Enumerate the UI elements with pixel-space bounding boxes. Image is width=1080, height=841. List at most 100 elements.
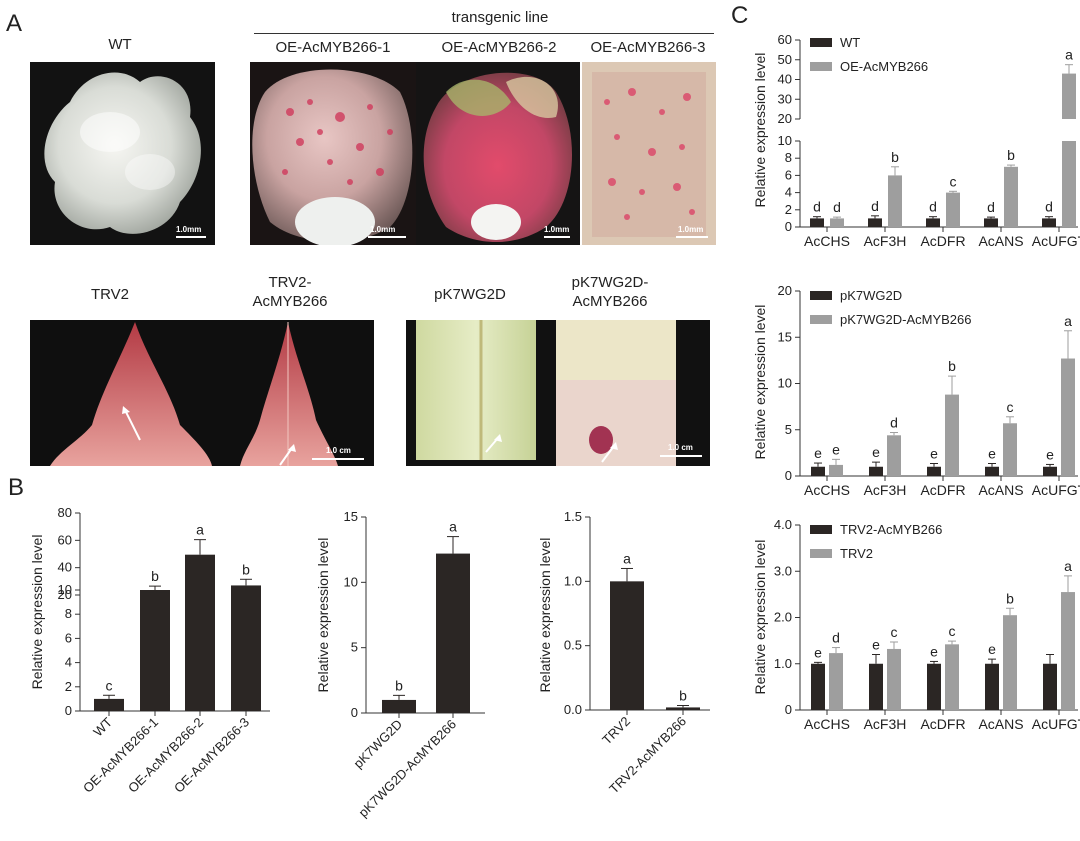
bar bbox=[985, 466, 999, 476]
significance-letter: a bbox=[1064, 558, 1072, 574]
bar bbox=[869, 466, 883, 476]
y-tick-label: 80 bbox=[58, 505, 72, 520]
scale-text: 1.0 cm bbox=[668, 443, 693, 452]
trv2-label: TRV2 bbox=[90, 286, 130, 303]
pk7wg2d-leaf-photo: 1.0 cm bbox=[406, 320, 710, 466]
trv2-acmyb266-label: TRV2- AcMYB266 bbox=[252, 274, 328, 310]
bar bbox=[1004, 166, 1018, 227]
y-tick-label: 10 bbox=[58, 582, 72, 597]
significance-letter: a bbox=[1064, 313, 1072, 329]
significance-letter: d bbox=[890, 415, 898, 431]
significance-letter: b bbox=[891, 149, 899, 165]
scale-text: 1.0mm bbox=[544, 225, 570, 234]
bar bbox=[888, 175, 902, 227]
significance-letter: b bbox=[395, 677, 403, 693]
y-axis-label: Relative expression level bbox=[752, 305, 768, 460]
scale-bar bbox=[312, 458, 364, 460]
y-tick-label: 6 bbox=[65, 630, 72, 645]
bar bbox=[1043, 466, 1057, 476]
significance-letter: d bbox=[1045, 199, 1053, 215]
significance-letter: a bbox=[623, 550, 631, 566]
bar bbox=[811, 663, 825, 710]
pk7wg2d-label: pK7WG2D bbox=[434, 286, 506, 303]
legend-label: pK7WG2D-AcMYB266 bbox=[840, 312, 972, 327]
y-tick-label: 8 bbox=[65, 606, 72, 621]
significance-letter: d bbox=[871, 198, 879, 214]
scale-bar bbox=[368, 236, 406, 238]
x-tick-label: WT bbox=[90, 714, 115, 739]
legend-label: pK7WG2D bbox=[840, 288, 902, 303]
y-tick-label: 8 bbox=[785, 150, 792, 165]
x-tick-label: AcDFR bbox=[920, 716, 965, 732]
bar bbox=[926, 218, 940, 227]
legend-swatch bbox=[810, 549, 832, 558]
panel-label-a: A bbox=[6, 10, 23, 37]
scale-text: 1.0 cm bbox=[326, 446, 351, 455]
scale-bar bbox=[676, 236, 708, 238]
significance-letter: e bbox=[988, 446, 996, 462]
y-tick-label: 2 bbox=[785, 202, 792, 217]
bar bbox=[811, 466, 825, 476]
bar bbox=[1042, 218, 1056, 227]
bar bbox=[231, 590, 261, 711]
y-tick-label: 20 bbox=[58, 587, 72, 602]
legend-label: WT bbox=[840, 35, 860, 50]
significance-letter: c bbox=[106, 677, 113, 693]
bar bbox=[1062, 73, 1076, 119]
scale-text: 1.0mm bbox=[176, 225, 202, 234]
significance-letter: d bbox=[832, 630, 840, 646]
significance-letter: e bbox=[832, 441, 840, 457]
bar bbox=[829, 653, 843, 710]
panel-label-c: C bbox=[731, 2, 749, 29]
x-tick-label: pK7WG2D bbox=[351, 717, 406, 772]
y-tick-label: 1.0 bbox=[564, 573, 582, 588]
scale-bar bbox=[544, 236, 570, 238]
scale-text: 1.0mm bbox=[370, 225, 396, 234]
bar bbox=[927, 466, 941, 476]
panel-label-b: B bbox=[8, 474, 25, 501]
significance-letter: e bbox=[930, 446, 938, 462]
y-tick-label: 10 bbox=[778, 376, 792, 391]
oe1-label: OE-AcMYB266-1 bbox=[275, 39, 391, 56]
y-tick-label: 0 bbox=[351, 705, 358, 720]
legend-swatch bbox=[810, 38, 832, 47]
y-axis-label: Relative expression level bbox=[752, 53, 768, 208]
significance-letter: c bbox=[891, 624, 898, 640]
bar bbox=[887, 648, 901, 710]
significance-letter: b bbox=[679, 687, 687, 703]
bar bbox=[945, 394, 959, 476]
y-tick-label: 0 bbox=[785, 219, 792, 234]
y-tick-label: 6 bbox=[785, 167, 792, 182]
bar bbox=[140, 592, 170, 595]
x-tick-label: AcANS bbox=[978, 716, 1023, 732]
y-axis-label: Relative expression level bbox=[315, 538, 331, 693]
significance-letter: c bbox=[949, 623, 956, 639]
significance-letter: e bbox=[814, 644, 822, 660]
transgenic-header: transgenic line bbox=[451, 9, 549, 26]
bar bbox=[1062, 141, 1076, 227]
y-tick-label: 15 bbox=[778, 329, 792, 344]
y-tick-label: 4.0 bbox=[774, 517, 792, 532]
x-tick-label: AcCHS bbox=[804, 233, 850, 249]
bar bbox=[830, 218, 844, 227]
y-tick-label: 2 bbox=[65, 679, 72, 694]
bar bbox=[231, 585, 261, 595]
y-tick-label: 30 bbox=[778, 91, 792, 106]
bar bbox=[927, 663, 941, 710]
y-tick-label: 0.0 bbox=[564, 702, 582, 717]
y-tick-label: 10 bbox=[344, 574, 358, 589]
x-tick-label: AcF3H bbox=[864, 482, 907, 498]
significance-letter: a bbox=[196, 522, 204, 538]
significance-letter: b bbox=[151, 568, 159, 584]
y-tick-label: 20 bbox=[778, 111, 792, 126]
y-axis-label: Relative expression level bbox=[29, 535, 45, 690]
y-tick-label: 4 bbox=[785, 185, 792, 200]
oe3-callus-photo: 1.0mm bbox=[582, 62, 716, 245]
significance-letter: e bbox=[814, 445, 822, 461]
significance-letter: d bbox=[987, 199, 995, 215]
y-tick-label: 40 bbox=[778, 72, 792, 87]
